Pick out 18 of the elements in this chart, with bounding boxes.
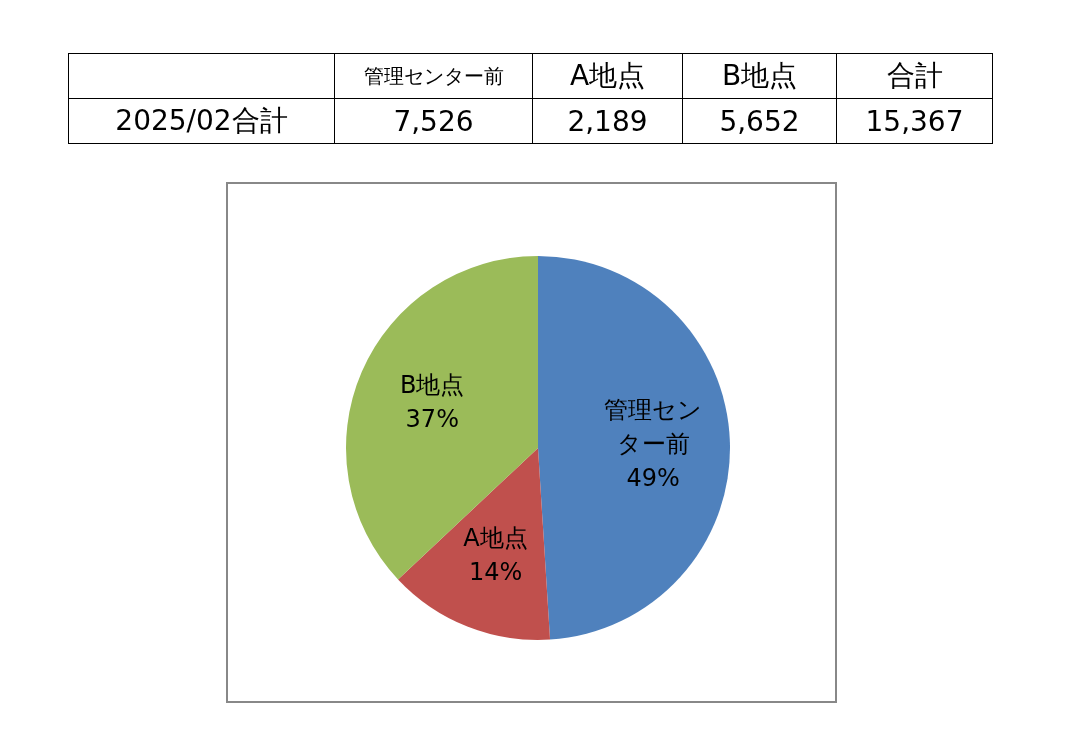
text: 2025/02合計 bbox=[68, 98, 335, 144]
data-label: 15,367 bbox=[836, 98, 993, 144]
pie-slice bbox=[346, 256, 538, 580]
data-label: 49% bbox=[626, 463, 680, 495]
slice-label: 管理センター前 bbox=[603, 395, 704, 461]
data-label: 14% bbox=[468, 557, 523, 589]
category-label: 合計 bbox=[836, 53, 993, 99]
category-label: A地点 bbox=[532, 53, 683, 99]
data-label: 37% bbox=[405, 404, 459, 436]
slice-label: A地点 bbox=[462, 523, 529, 555]
pie-slice bbox=[398, 448, 551, 640]
data-label: 5,652 bbox=[682, 98, 837, 144]
data-label: 2,189 bbox=[532, 98, 683, 144]
category-label: 管理センター前 bbox=[334, 53, 533, 99]
slice-label: B地点 bbox=[399, 370, 466, 402]
data-label: 7,526 bbox=[334, 98, 533, 144]
category-label: B地点 bbox=[682, 53, 837, 99]
pie-slice bbox=[538, 256, 730, 640]
